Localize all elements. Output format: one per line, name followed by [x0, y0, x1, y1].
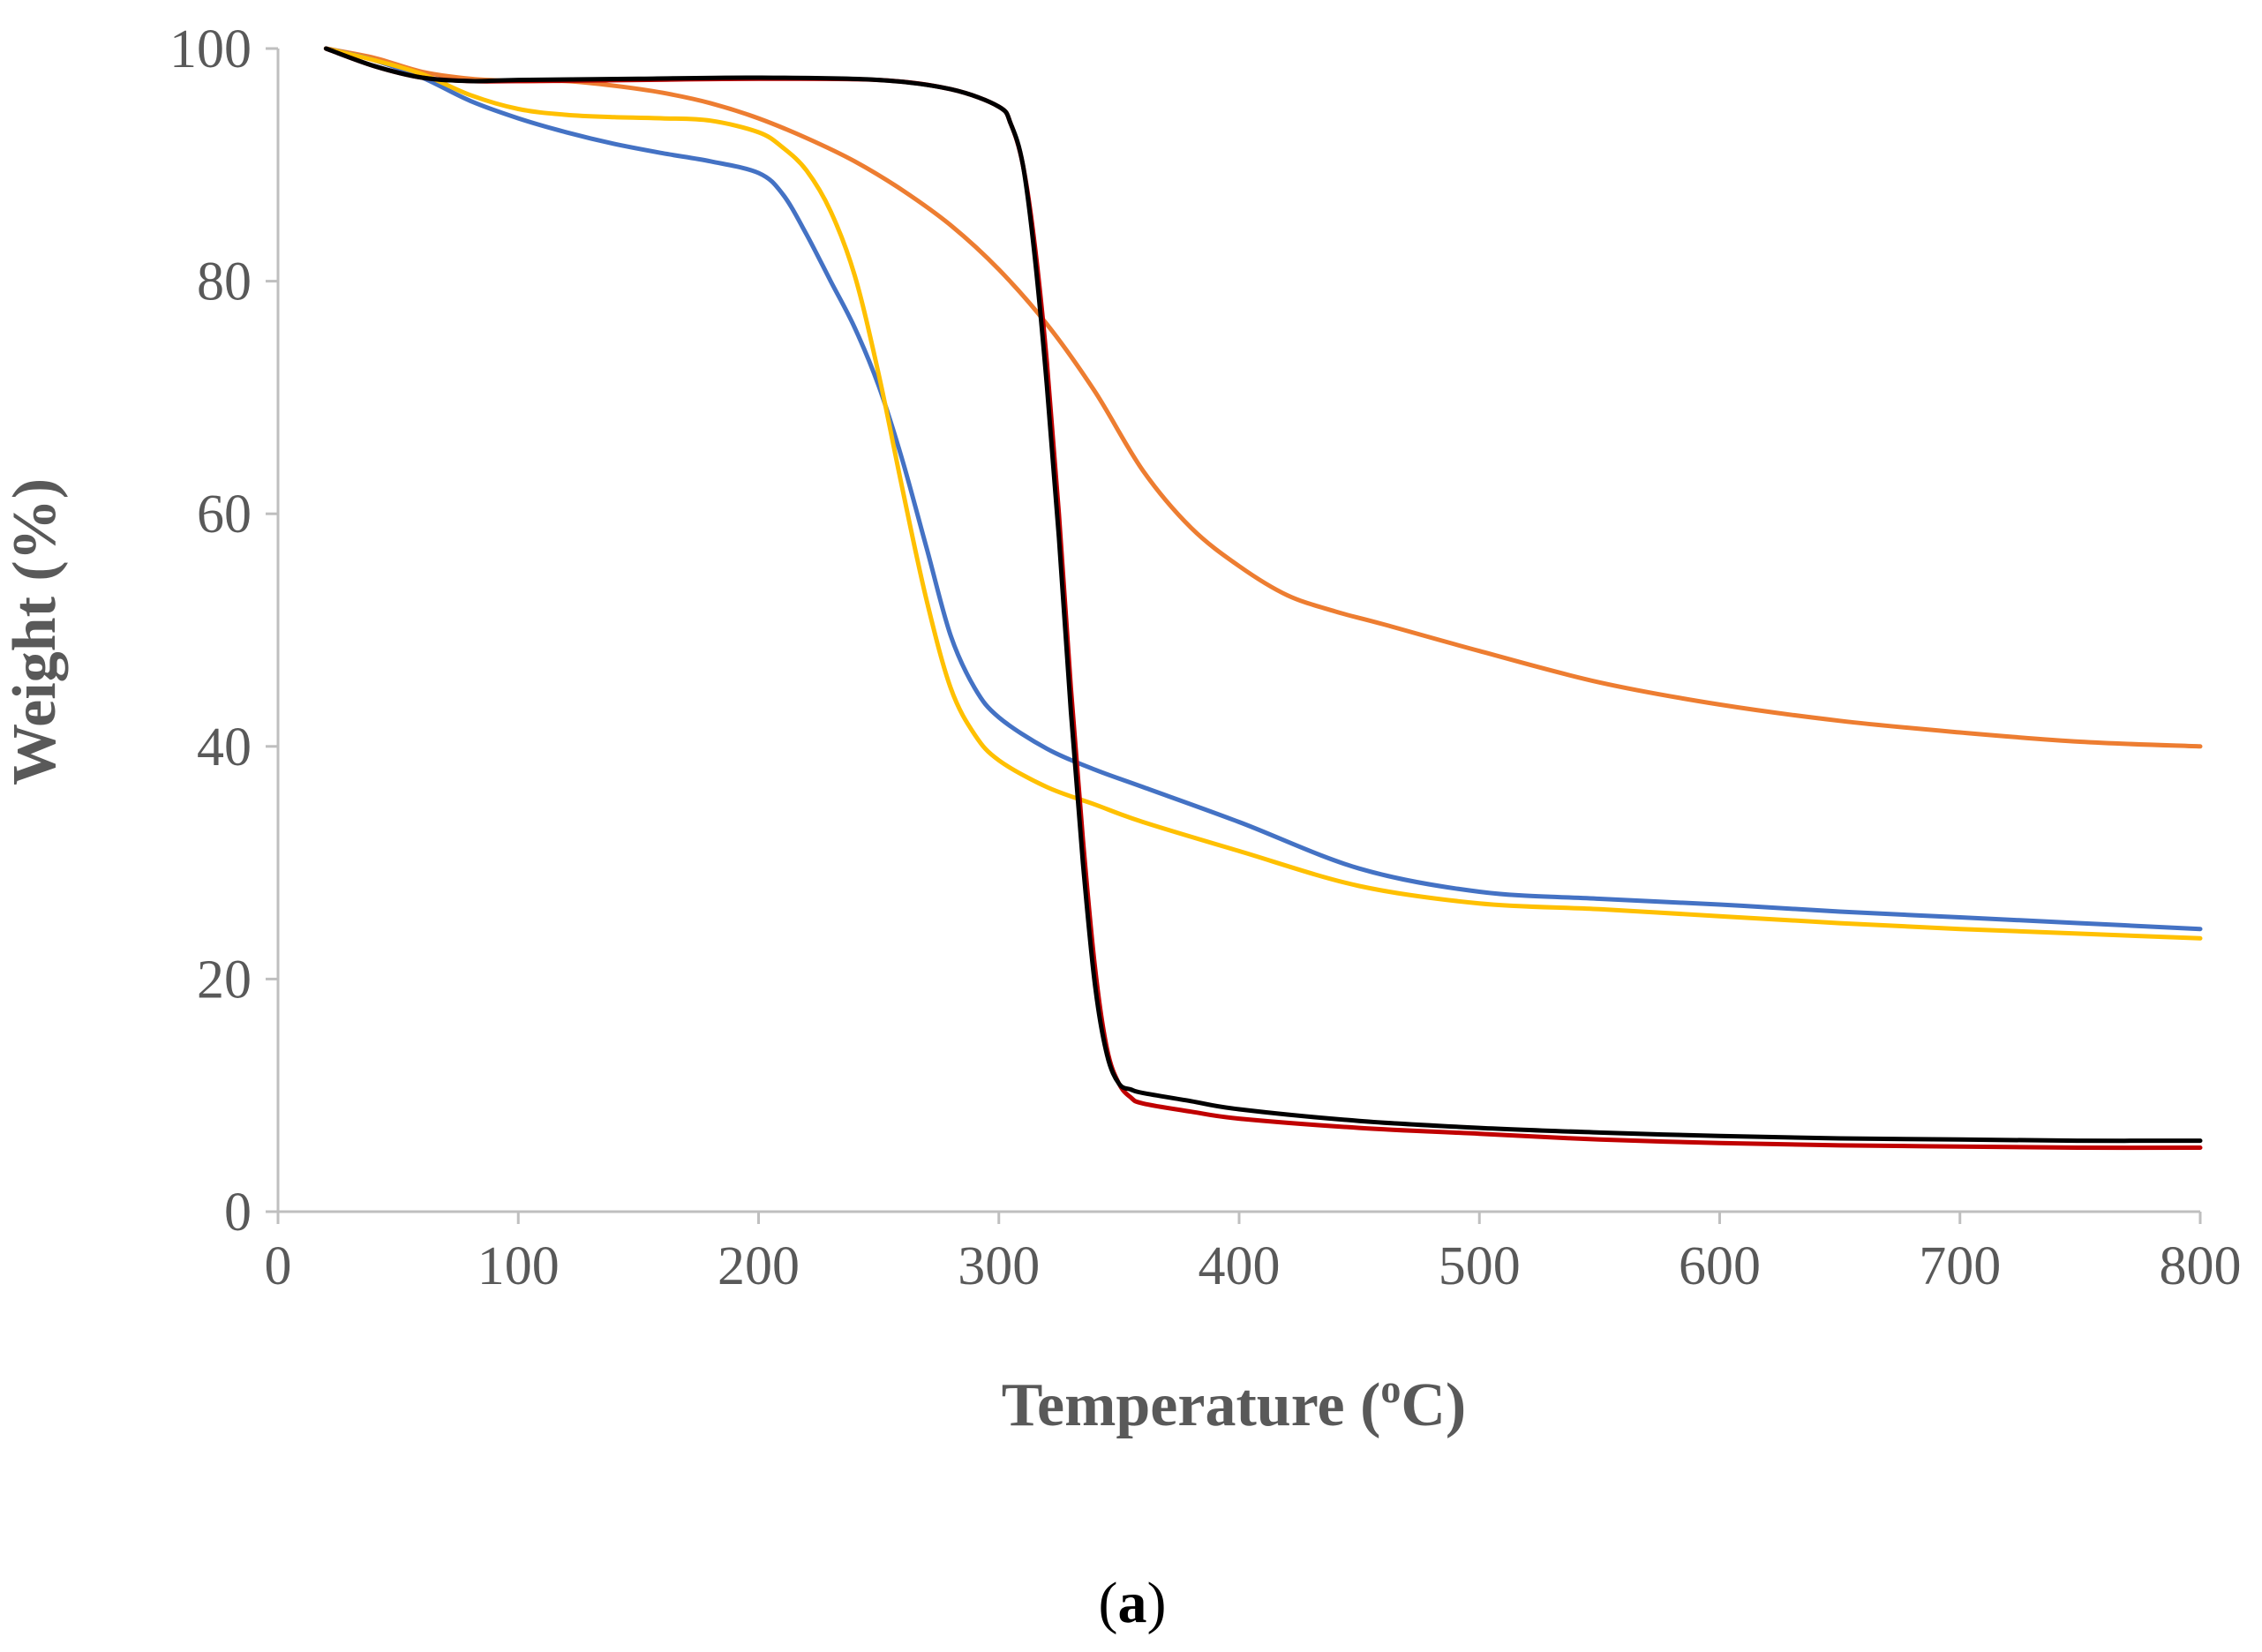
x-tick-label: 0 [265, 1236, 292, 1296]
y-tick-labels: 0 20 40 60 80 100 [169, 19, 278, 1243]
series-line-red [323, 46, 2203, 1151]
figure-caption: (a) [1099, 1571, 1167, 1635]
x-tick-labels: 0 100 200 300 400 500 600 700 800 [265, 1212, 2242, 1296]
caption-open-paren: ( [1099, 1571, 1118, 1635]
series-line-black [323, 46, 2203, 1144]
y-tick-label: 40 [197, 717, 252, 777]
y-axis-title: Weight (%) [1, 478, 69, 785]
x-tick-label: 200 [718, 1236, 800, 1296]
y-tick-label: 20 [197, 950, 252, 1010]
axes [276, 49, 2200, 1213]
x-tick-label: 500 [1439, 1236, 1521, 1296]
x-tick-label: 300 [958, 1236, 1040, 1296]
x-axis-title: Temperature (oC) [1002, 1366, 1467, 1439]
series-line-blue [323, 46, 2203, 932]
x-tick-label: 700 [1919, 1236, 2001, 1296]
y-tick-label: 100 [169, 19, 252, 79]
y-tick-label: 80 [197, 252, 252, 312]
x-axis-title-text: Temperature ( [1002, 1371, 1381, 1439]
x-axis-title-superscript: o [1380, 1366, 1401, 1411]
x-axis-title-unit: C) [1401, 1371, 1466, 1439]
caption-letter: a [1118, 1571, 1147, 1635]
y-tick-label: 60 [197, 484, 252, 544]
x-tick-label: 400 [1199, 1236, 1281, 1296]
y-tick-label: 0 [224, 1183, 252, 1243]
caption-close-paren: ) [1147, 1571, 1167, 1635]
series-line-orange [323, 46, 2203, 749]
x-tick-label: 800 [2160, 1236, 2242, 1296]
x-tick-label: 600 [1679, 1236, 1761, 1296]
series-lines [323, 46, 2203, 1151]
series-line-yellow [323, 46, 2203, 941]
x-tick-label: 100 [477, 1236, 560, 1296]
